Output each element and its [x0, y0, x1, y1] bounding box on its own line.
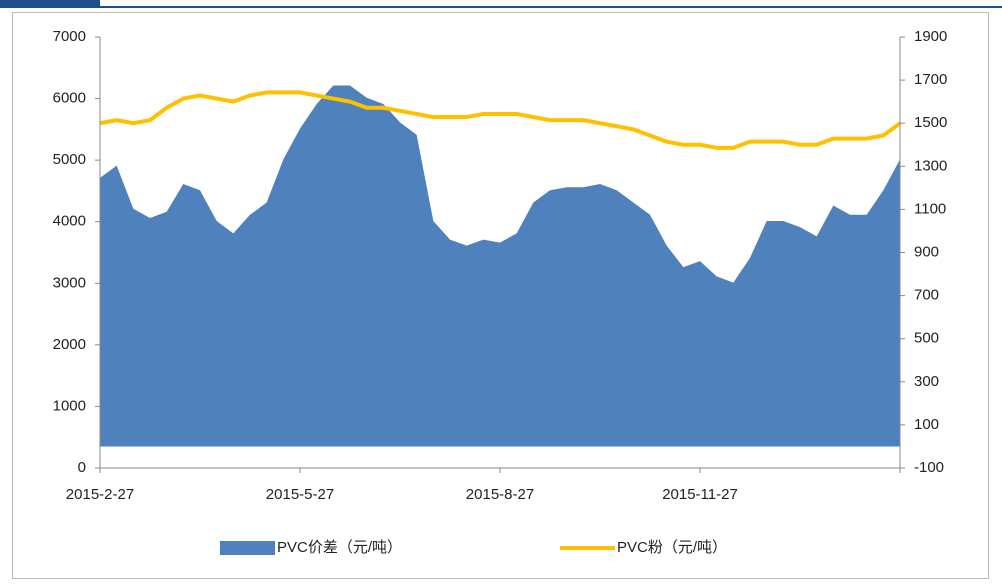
y2-tick-label: 700: [914, 287, 939, 304]
y2-tick-label: 500: [914, 330, 939, 347]
legend-label: PVC粉（元/吨）: [617, 539, 727, 556]
y2-tick-label: 1100: [914, 200, 946, 217]
y2-tick-label: 900: [914, 243, 939, 260]
x-tick-label: 2015-11-27: [662, 486, 738, 503]
x-tick-label: 2015-8-27: [466, 486, 534, 503]
legend-label: PVC价差（元/吨）: [277, 539, 402, 556]
y2-tick-label: 300: [914, 373, 939, 390]
chart-frame: [12, 12, 989, 579]
y2-tick-label: 1500: [914, 114, 947, 131]
area: [100, 85, 900, 447]
y2-tick-label: 1900: [914, 28, 947, 45]
y-tick-label: 3000: [53, 274, 86, 291]
legend-swatch: [220, 541, 275, 555]
header-tab: [0, 0, 100, 8]
x-tick-label: 2015-5-27: [266, 486, 334, 503]
y2-tick-label: 1300: [914, 157, 947, 174]
y2-tick-label: 100: [914, 416, 939, 433]
y-tick-label: 7000: [53, 28, 86, 45]
y-tick-label: 6000: [53, 90, 86, 107]
y-tick-label: 1000: [53, 397, 86, 414]
line: [99, 90, 902, 150]
y-tick-label: 4000: [53, 213, 86, 230]
y-tick-label: 2000: [53, 336, 86, 353]
y-tick-label: 5000: [53, 151, 86, 168]
header: [0, 0, 1002, 8]
y2-tick-label: 1700: [914, 71, 947, 88]
y-tick-label: 0: [78, 459, 86, 476]
x-tick-label: 2015-2-27: [66, 486, 134, 503]
y2-tick-label: -100: [914, 459, 944, 476]
